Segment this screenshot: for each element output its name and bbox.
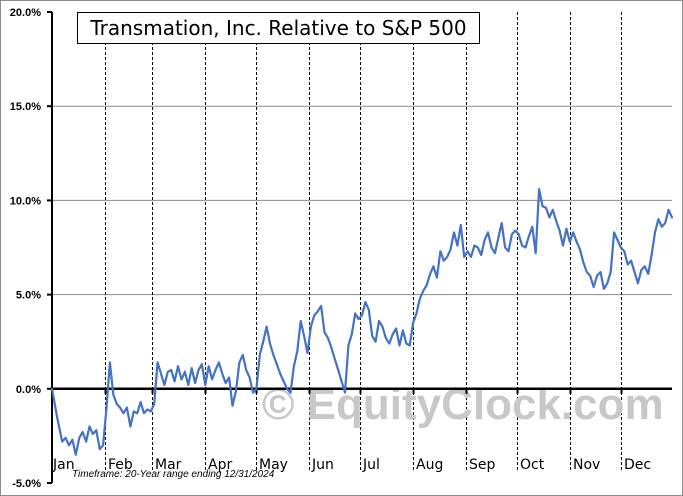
month-label-sep: Sep [469,457,496,473]
month-label-jun: Jun [311,457,334,473]
month-label-jul: Jul [362,457,380,473]
chart-title: Transmation, Inc. Relative to S&P 500 [90,16,467,40]
y-tick-label: 5.0% [16,290,41,302]
y-tick-label: -5.0% [12,478,41,490]
watermark: © EquityClock.com [262,380,664,429]
x-axis-month-labels: Jan Feb Mar Apr May Jun Jul Aug Sep Oct Nov Dec [52,457,651,473]
month-label-mar: Mar [155,457,182,473]
relative-performance-line [50,188,674,456]
month-label-may: May [259,457,288,473]
month-label-oct: Oct [520,457,545,473]
y-axis-tick-labels: 20.0% 15.0% 10.0% 5.0% 0.0% -5.0% [10,7,41,490]
month-label-apr: Apr [208,457,232,473]
month-label-jan: Jan [52,457,75,473]
watermark-text: © EquityClock.com [262,380,664,429]
y-tick-label: 0.0% [16,384,41,396]
chart-title-box: Transmation, Inc. Relative to S&P 500 [77,12,480,44]
month-label-feb: Feb [108,457,133,473]
month-label-aug: Aug [416,457,443,473]
y-tick-label: 15.0% [10,101,41,113]
month-label-dec: Dec [624,457,651,473]
y-tick-label: 20.0% [10,7,41,19]
horizontal-gridlines [52,105,672,296]
month-label-nov: Nov [573,457,600,473]
timeframe-footnote: Timeframe: 20-Year range ending 12/31/20… [72,469,275,480]
y-tick-label: 10.0% [10,195,41,207]
